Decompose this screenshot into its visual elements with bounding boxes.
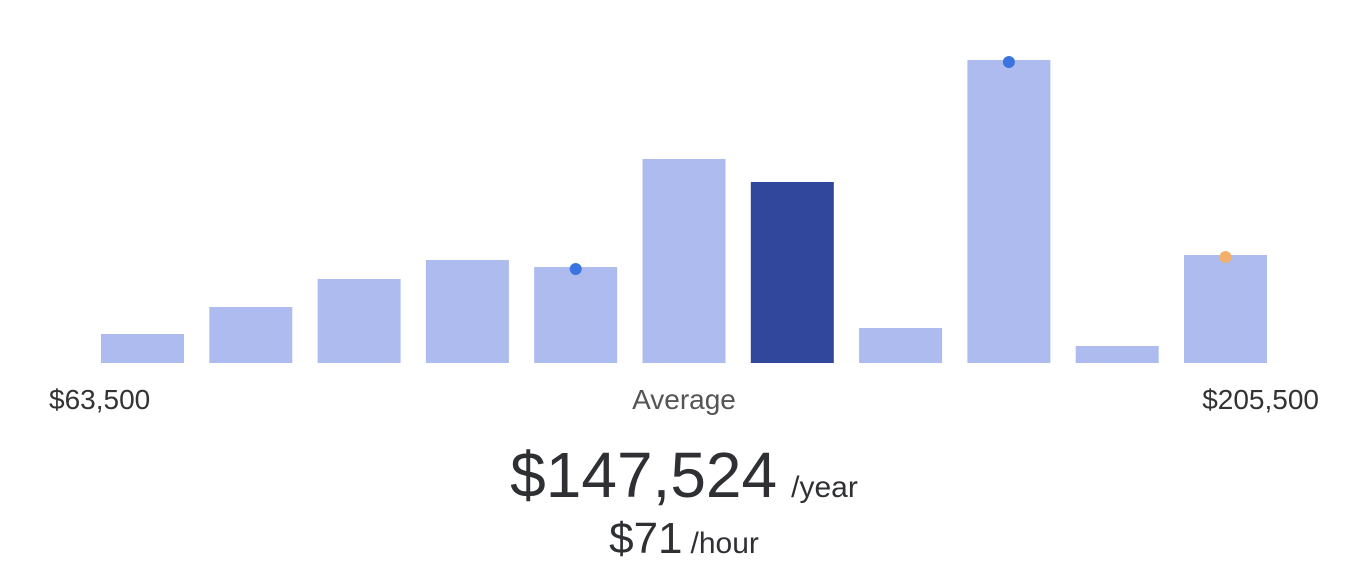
max-label: $205,500 [1202,384,1319,415]
center-label: Average [632,384,736,415]
bar [101,334,184,363]
marker-dot [1002,56,1015,68]
bar [1075,346,1159,363]
hourly-unit: /hour [690,527,759,560]
marker-dot [569,263,582,275]
yearly-value: $147,524 [510,439,778,511]
bar [750,182,834,363]
hourly-value: $71 [609,514,683,563]
yearly-unit: /year [791,471,858,504]
bar [1184,255,1267,363]
bar [317,279,401,363]
bar [534,267,618,363]
bar [967,60,1051,363]
bar [642,159,726,363]
chart: $63,500 Average $205,500 [49,56,1319,415]
hourly-row: $71 /hour [0,514,1368,564]
bar [859,328,943,363]
bar [209,307,293,363]
min-label: $63,500 [49,384,150,415]
bar [425,260,509,363]
yearly-row: $147,524 /year [0,438,1368,512]
marker-dot [1219,251,1232,263]
